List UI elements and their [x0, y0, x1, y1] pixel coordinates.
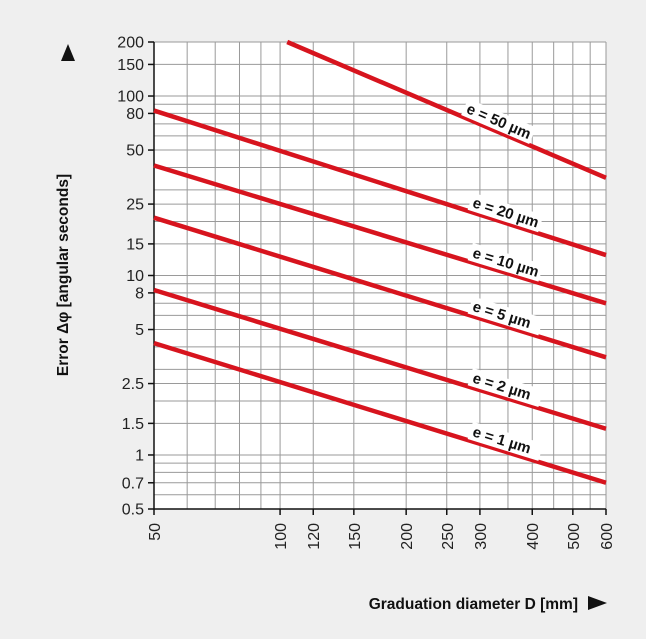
series-label-bg	[467, 296, 544, 336]
y-tick-label: 0.7	[122, 475, 144, 492]
series-line	[286, 39, 607, 180]
x-tick-label: 250	[440, 523, 457, 550]
series-line	[153, 287, 607, 431]
series-line	[153, 215, 607, 360]
series-label-bg	[467, 421, 544, 461]
y-tick-label: 10	[126, 268, 144, 285]
x-tick-label: 600	[599, 523, 616, 550]
y-tick-label: 2.5	[122, 376, 144, 393]
y-tick-label: 1	[135, 447, 144, 464]
y-tick-label: 100	[117, 89, 144, 106]
y-axis-title: Error Δφ [angular seconds]	[55, 174, 72, 376]
x-tick-label: 150	[347, 523, 364, 550]
x-axis-arrow-icon	[588, 596, 607, 610]
series-label-bg	[467, 242, 544, 282]
series-label-bg	[467, 192, 544, 233]
y-tick-label: 8	[135, 285, 144, 302]
series-line	[153, 108, 607, 258]
series-line	[153, 163, 607, 306]
series-line	[153, 340, 607, 485]
x-axis-title: Graduation diameter D [mm]	[369, 596, 578, 613]
x-ticks: 50 100 120 150 200 250 300 400 500 600	[147, 509, 616, 550]
y-tick-label: 5	[135, 322, 144, 339]
y-axis-arrow-icon	[61, 44, 75, 61]
x-tick-label: 200	[399, 523, 416, 550]
y-tick-label: 150	[117, 57, 144, 74]
x-tick-label: 120	[306, 523, 323, 550]
y-tick-label: 80	[126, 106, 144, 123]
y-tick-label: 0.5	[122, 502, 144, 519]
x-tick-label: 400	[525, 523, 542, 550]
series-label-bg	[461, 98, 537, 145]
y-tick-label: 15	[126, 236, 144, 253]
x-tick-label: 50	[147, 523, 164, 541]
x-tick-label: 500	[566, 523, 583, 550]
series-label-bg	[467, 368, 544, 407]
y-tick-label: 200	[117, 35, 144, 52]
y-tick-label: 50	[126, 143, 144, 160]
y-tick-label: 1.5	[122, 416, 144, 433]
series-lines	[153, 39, 607, 485]
x-tick-label: 100	[273, 523, 290, 550]
x-tick-label: 300	[473, 523, 490, 550]
y-tick-label: 25	[126, 197, 144, 214]
